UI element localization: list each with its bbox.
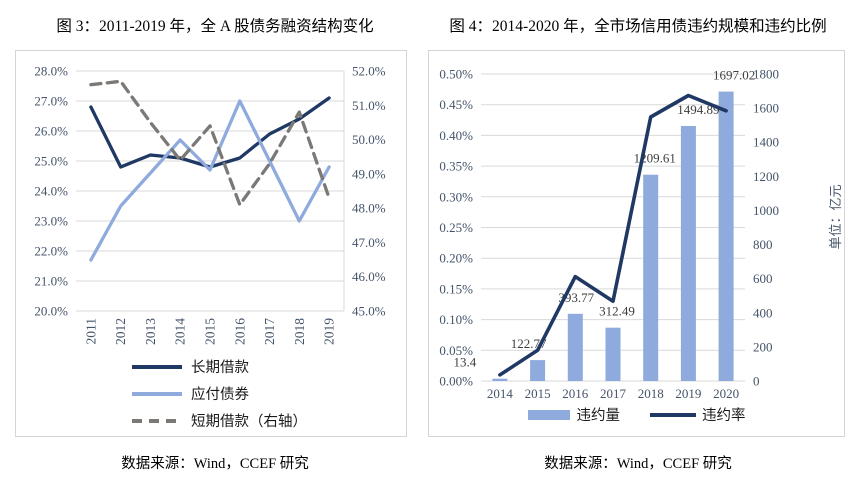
fig3-left-tick: 21.0%: [34, 274, 68, 289]
fig4-right-tick: 1800: [753, 67, 779, 82]
fig3-line-series-0: [89, 96, 331, 169]
fig4-line-series: [498, 93, 728, 377]
fig3-right-tick: 52.0%: [352, 64, 386, 79]
fig4-right-tick: 1400: [753, 135, 779, 150]
fig3-legend: 长期借款应付债券短期借款（右轴）: [132, 353, 307, 434]
legend-swatch: [132, 418, 182, 423]
fig3-left-tick: 25.0%: [34, 154, 68, 169]
fig4-left-tick: 0.50%: [439, 67, 473, 82]
fig4-right-tick: 800: [753, 237, 773, 252]
fig4-plot: 0.50% 0.45% 0.40% 0.35% 0.30% 0.25% 0.20% 0.15%…: [439, 67, 779, 402]
fig4-left-tick: 0.05%: [439, 343, 473, 358]
fig3-right-tick: 46.0%: [352, 269, 386, 284]
fig3-right-tick: 49.0%: [352, 166, 386, 181]
fig4-left-tick: 0.20%: [439, 251, 473, 266]
fig4-chart: 0.50% 0.45% 0.40% 0.35% 0.30% 0.25% 0.20% 0.15%…: [428, 50, 845, 437]
fig3-left-tick: 27.0%: [34, 94, 68, 109]
legend-line-swatch: [650, 412, 696, 417]
fig3-x-tick: 2019: [322, 318, 337, 345]
fig4-right-tick: 1000: [753, 203, 779, 218]
fig4-data-label: 13.4: [453, 355, 476, 370]
fig3-left-tick: 28.0%: [34, 64, 68, 79]
fig3-x-tick: 2018: [292, 318, 307, 345]
fig3-legend-item: 长期借款: [132, 353, 307, 380]
fig4-data-label: 312.49: [599, 304, 635, 319]
fig3-x-tick: 2014: [173, 318, 188, 345]
fig4-left-tick: 0.10%: [439, 312, 473, 327]
fig3-right-tick: 50.0%: [352, 132, 386, 147]
fig3-x-tick: 2013: [143, 318, 158, 345]
fig3-x-tick: 2015: [203, 318, 218, 345]
fig4-x-tick: 2020: [713, 386, 739, 401]
legend-label: 违约率: [702, 408, 746, 424]
fig3-line-series-1: [89, 99, 331, 262]
fig4-right-tick: 1200: [753, 169, 779, 184]
legend-label: 违约量: [576, 408, 621, 424]
fig4-right-tick: 0: [753, 374, 760, 389]
fig4-source: 数据来源：Wind，CCEF 研究: [544, 456, 732, 472]
fig4-right-tick: 400: [753, 305, 773, 320]
fig4-right-tick: 200: [753, 339, 773, 354]
fig3-left-tick: 26.0%: [34, 124, 68, 139]
fig4-left-tick: 0.15%: [439, 281, 473, 296]
figure-4: 图 4：2014-2020 年，全市场信用债违约规模和违约比例 0.50% 0.4…: [428, 0, 848, 473]
fig4-bar: [492, 378, 508, 381]
legend-label: 长期借款: [191, 360, 249, 376]
legend-label: 短期借款（右轴）: [191, 414, 307, 430]
fig3-legend-item: 应付债券: [132, 380, 307, 407]
fig4-x-tick: 2019: [675, 386, 701, 401]
fig3-line-series-2: [89, 79, 331, 207]
fig4-bar: [643, 174, 659, 381]
fig3-left-tick: 22.0%: [34, 244, 68, 259]
fig4-bar: [567, 313, 583, 381]
fig3-right-tick: 51.0%: [352, 98, 386, 113]
fig3-chart: 28.0% 27.0% 26.0% 25.0% 24.0% 23.0% 22.0% 21.0%…: [15, 50, 407, 437]
legend-bar-swatch: [527, 409, 570, 420]
fig4-x-tick: 2016: [562, 386, 589, 401]
fig4-bar: [605, 327, 621, 381]
fig4-x-tick: 2014: [487, 386, 513, 401]
fig4-bar: [718, 91, 734, 381]
fig3-left-tick: 23.0%: [34, 214, 68, 229]
fig3-right-tick: 47.0%: [352, 235, 386, 250]
fig4-right-tick: 1600: [753, 101, 779, 116]
legend-label: 应付债券: [191, 387, 249, 403]
fig3-right-tick: 48.0%: [352, 201, 386, 216]
fig4-data-label: 1697.02: [713, 68, 755, 83]
fig4-bar: [680, 126, 696, 381]
fig3-x-tick: 2017: [262, 318, 277, 345]
fig4-x-tick: 2018: [638, 386, 664, 401]
fig3-legend-item: 短期借款（右轴）: [132, 407, 307, 434]
fig4-legend: 违约量 违约率: [429, 404, 844, 425]
fig4-x-tick: 2015: [525, 386, 551, 401]
fig4-left-tick: 0.30%: [439, 189, 473, 204]
fig3-left-tick: 24.0%: [34, 184, 68, 199]
legend-swatch: [132, 391, 182, 396]
fig4-left-tick: 0.25%: [439, 220, 473, 235]
fig3-title: 图 3：2011-2019 年，全 A 股债务融资结构变化: [56, 18, 374, 35]
fig3-plot: 28.0% 27.0% 26.0% 25.0% 24.0% 23.0% 22.0% 21.0%…: [34, 64, 386, 346]
fig4-right-axis-title: 单位：亿元: [828, 184, 843, 250]
fig3-right-tick: 45.0%: [352, 304, 386, 319]
fig3-x-tick: 2012: [113, 318, 128, 345]
fig4-left-tick: 0.00%: [439, 374, 473, 389]
fig4-left-tick: 0.35%: [439, 159, 473, 174]
fig3-x-tick: 2016: [232, 318, 247, 345]
fig4-x-tick: 2017: [600, 386, 627, 401]
fig4-bar: [530, 360, 546, 381]
fig4-title: 图 4：2014-2020 年，全市场信用债违约规模和违约比例: [449, 18, 827, 35]
fig4-left-tick: 0.45%: [439, 97, 473, 112]
fig3-source: 数据来源：Wind，CCEF 研究: [121, 456, 309, 472]
fig3-left-tick: 20.0%: [34, 304, 68, 319]
fig4-right-tick: 600: [753, 271, 773, 286]
legend-swatch: [132, 364, 182, 369]
figure-3: 图 3：2011-2019 年，全 A 股债务融资结构变化 28.0% 27.0%…: [15, 0, 415, 473]
fig4-left-tick: 0.40%: [439, 128, 473, 143]
fig3-x-tick: 2011: [83, 318, 98, 345]
